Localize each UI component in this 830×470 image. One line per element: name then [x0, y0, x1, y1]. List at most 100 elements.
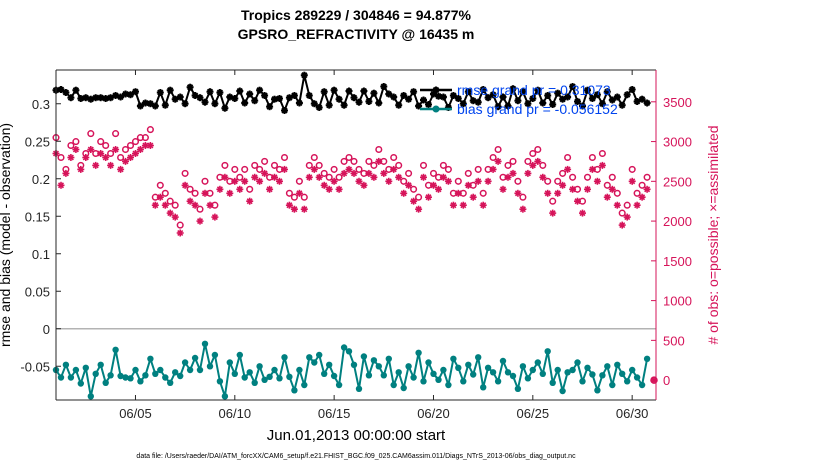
y-left-tick-label: -0.05 — [20, 359, 50, 374]
y-right-tick-label: 3000 — [663, 135, 692, 150]
obs-possible-point — [628, 165, 636, 173]
rmse-point — [355, 98, 363, 106]
rmse-point — [499, 93, 507, 101]
obs-assimilated-point — [285, 201, 293, 209]
y-right-tick-label: 3500 — [663, 95, 692, 110]
obs-assimilated-point — [281, 165, 288, 173]
rmse-point — [593, 91, 601, 99]
obs-assimilated-point — [410, 197, 418, 205]
bias-point — [589, 371, 596, 378]
obs-possible-point — [519, 193, 527, 201]
obs-assimilated-point — [335, 185, 343, 193]
bias-point — [122, 374, 129, 381]
obs-assimilated-point — [216, 185, 224, 193]
obs-assimilated-point — [564, 165, 572, 173]
obs-assimilated-point — [608, 185, 616, 193]
obs-assimilated-point — [385, 177, 393, 185]
rmse-point — [509, 85, 517, 93]
bias-point — [301, 381, 308, 389]
bias-point — [410, 374, 417, 381]
bias-point — [539, 370, 546, 377]
rmse-point — [57, 86, 65, 93]
obs-possible-point — [454, 177, 462, 185]
bias-point — [167, 379, 174, 386]
obs-possible-point — [251, 161, 259, 169]
rmse-point — [410, 88, 418, 96]
obs-assimilated-point — [415, 205, 423, 213]
obs-assimilated-point — [221, 173, 229, 181]
obs-assimilated-point — [246, 197, 254, 205]
obs-assimilated-point — [171, 213, 179, 221]
bias-point — [286, 373, 293, 380]
rmse-point — [315, 104, 323, 111]
rmse-point — [201, 98, 209, 106]
obs-assimilated-point — [504, 173, 512, 181]
rmse-point — [231, 95, 239, 102]
obs-assimilated-point — [266, 185, 274, 193]
bias-point — [584, 364, 591, 371]
bias-point — [226, 359, 233, 366]
obs-assimilated-point — [435, 185, 442, 193]
bias-point — [534, 359, 541, 366]
obs-assimilated-point — [330, 177, 338, 185]
rmse-point — [216, 89, 224, 96]
rmse-point — [613, 93, 621, 101]
bias-point — [529, 366, 536, 374]
obs-possible-point — [623, 201, 631, 209]
obs-assimilated-point — [146, 142, 154, 149]
bias-point — [306, 354, 313, 361]
bias-point — [390, 381, 397, 389]
y-right-tick-label: 1500 — [663, 254, 692, 269]
bias-point — [181, 359, 189, 366]
obs-possible-point — [231, 165, 239, 173]
bias-point — [633, 374, 641, 381]
obs-possible-point — [156, 181, 164, 189]
bias-point — [345, 348, 353, 355]
rmse-point — [588, 95, 596, 102]
rmse-point — [449, 92, 457, 99]
obs-possible-point — [305, 161, 313, 169]
obs-possible-point — [166, 197, 174, 205]
bias-point — [599, 372, 606, 379]
bias-point — [97, 361, 104, 368]
rmse-point — [598, 100, 606, 108]
bias-point — [395, 369, 402, 376]
obs-assimilated-point — [509, 169, 517, 177]
legend-bias-marker — [432, 105, 440, 113]
obs-assimilated-point — [613, 201, 621, 209]
obs-possible-point — [191, 189, 199, 197]
obs-assimilated-point — [97, 150, 105, 157]
obs-assimilated-point — [211, 213, 219, 221]
obs-assimilated-point — [474, 177, 482, 185]
obs-assimilated-point — [559, 181, 567, 189]
rmse-point — [290, 92, 298, 99]
obs-assimilated-point — [420, 173, 427, 181]
obs-assimilated-point — [271, 173, 278, 181]
bias-point — [365, 372, 373, 379]
obs-assimilated-point — [539, 173, 547, 181]
bias-point — [385, 355, 392, 362]
plot-area — [56, 70, 656, 400]
bias-point — [271, 366, 278, 374]
obs-assimilated-point — [529, 161, 537, 169]
rmse-point — [186, 83, 194, 91]
x-tick-label: 06/30 — [616, 406, 649, 421]
rmse-point — [385, 90, 393, 98]
rmse-point — [425, 101, 432, 108]
rmse-point — [569, 83, 577, 90]
obs-possible-point — [141, 134, 149, 142]
obs-assimilated-point — [579, 209, 586, 217]
obs-possible-point — [146, 126, 154, 134]
legend-bias-label: bias grand pr = -0.056152 — [457, 101, 618, 117]
obs-possible-point — [444, 165, 452, 173]
obs-assimilated-point — [132, 150, 139, 157]
bias-point — [77, 380, 85, 387]
rmse-point — [395, 101, 403, 109]
obs-assimilated-point — [67, 154, 75, 161]
bias-point — [629, 366, 636, 374]
obs-assimilated-point — [305, 173, 313, 181]
obs-possible-point — [315, 161, 323, 169]
obs-assimilated-point — [191, 201, 199, 209]
obs-possible-point — [161, 189, 169, 197]
obs-assimilated-point — [584, 185, 591, 193]
